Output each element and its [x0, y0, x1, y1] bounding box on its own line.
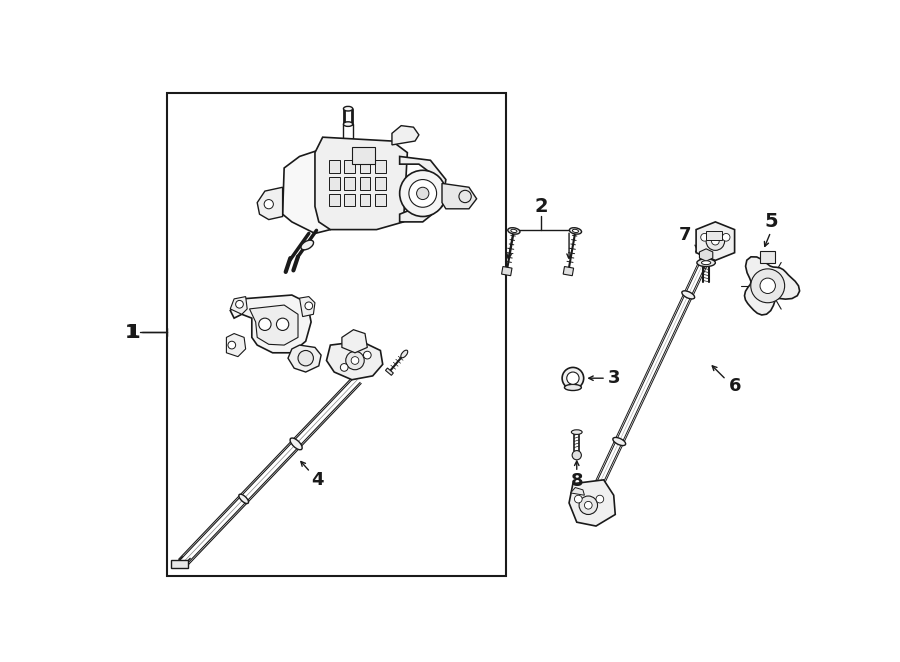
Text: 8: 8 [571, 473, 583, 491]
Polygon shape [699, 249, 713, 261]
Circle shape [574, 495, 582, 503]
Bar [706, 231, 722, 240]
Polygon shape [400, 156, 446, 222]
Circle shape [276, 318, 289, 330]
Circle shape [712, 237, 719, 245]
Polygon shape [257, 187, 283, 220]
Circle shape [340, 363, 348, 371]
Bar [167, 93, 506, 576]
Circle shape [562, 367, 584, 389]
Bar [360, 177, 371, 189]
Polygon shape [442, 183, 477, 209]
Ellipse shape [564, 385, 581, 391]
Circle shape [584, 501, 592, 509]
Bar [328, 160, 339, 173]
Polygon shape [569, 480, 616, 526]
Polygon shape [230, 295, 311, 353]
Ellipse shape [301, 240, 313, 250]
Text: 6: 6 [729, 377, 742, 395]
Text: 2: 2 [535, 197, 548, 216]
Text: 3: 3 [608, 369, 620, 387]
Circle shape [706, 232, 724, 250]
Circle shape [236, 301, 243, 308]
Ellipse shape [511, 229, 517, 232]
Bar [375, 177, 386, 189]
Polygon shape [563, 267, 573, 275]
Text: 1: 1 [126, 322, 140, 342]
Circle shape [228, 341, 236, 349]
Polygon shape [342, 330, 367, 353]
Circle shape [701, 234, 708, 241]
Bar [352, 147, 375, 164]
Polygon shape [300, 297, 315, 316]
Circle shape [417, 187, 429, 199]
Ellipse shape [572, 229, 579, 232]
Ellipse shape [238, 494, 248, 504]
Polygon shape [230, 297, 248, 314]
Text: 1: 1 [125, 322, 139, 342]
Circle shape [751, 269, 785, 303]
Bar [344, 160, 355, 173]
Polygon shape [283, 149, 349, 234]
Text: 5: 5 [764, 213, 778, 232]
Ellipse shape [572, 430, 582, 434]
Polygon shape [227, 334, 246, 357]
Polygon shape [571, 487, 584, 495]
Ellipse shape [400, 350, 408, 358]
Text: 4: 4 [311, 471, 323, 489]
Polygon shape [501, 267, 512, 275]
Circle shape [298, 350, 313, 366]
Polygon shape [288, 345, 321, 372]
Ellipse shape [344, 122, 353, 126]
Ellipse shape [508, 228, 520, 234]
Bar [375, 160, 386, 173]
Ellipse shape [290, 438, 302, 449]
Bar [375, 194, 386, 207]
Circle shape [572, 451, 581, 460]
Polygon shape [744, 257, 799, 315]
Circle shape [264, 199, 274, 209]
Circle shape [351, 357, 359, 364]
Ellipse shape [344, 107, 353, 111]
Bar [760, 251, 776, 263]
Polygon shape [315, 137, 408, 230]
Circle shape [760, 278, 776, 293]
Polygon shape [385, 368, 393, 375]
Circle shape [596, 495, 604, 503]
Polygon shape [696, 222, 734, 260]
Circle shape [400, 170, 446, 216]
Circle shape [723, 234, 730, 241]
Polygon shape [327, 341, 382, 380]
Ellipse shape [682, 291, 695, 299]
Ellipse shape [613, 438, 626, 446]
Circle shape [579, 496, 598, 514]
Ellipse shape [701, 261, 711, 265]
Bar [344, 177, 355, 189]
Polygon shape [392, 126, 418, 145]
Bar [344, 194, 355, 207]
Circle shape [258, 318, 271, 330]
Polygon shape [249, 305, 298, 345]
Bar [360, 160, 371, 173]
Circle shape [364, 352, 371, 359]
Circle shape [409, 179, 436, 207]
Bar [360, 194, 371, 207]
Ellipse shape [697, 259, 716, 267]
Ellipse shape [570, 228, 581, 234]
Circle shape [567, 372, 579, 385]
Bar [328, 177, 339, 189]
Text: 7: 7 [679, 226, 691, 244]
Circle shape [459, 190, 472, 203]
Bar [171, 560, 188, 567]
Bar [328, 194, 339, 207]
Circle shape [305, 302, 312, 310]
Circle shape [346, 352, 365, 370]
